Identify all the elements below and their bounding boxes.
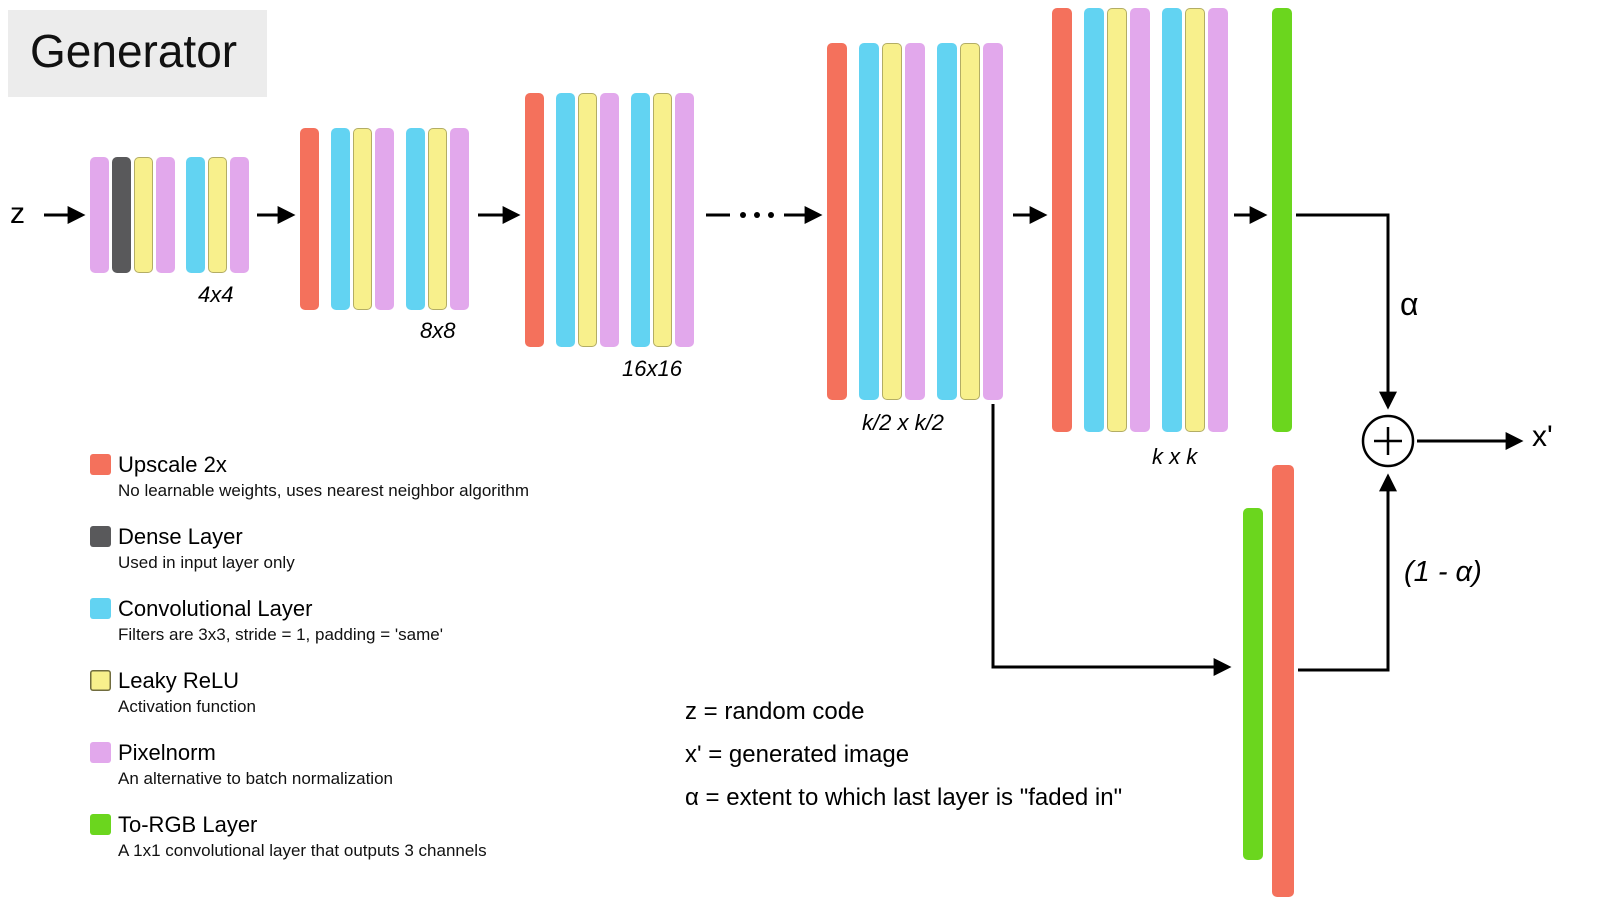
legend-title-dense: Dense Layer — [118, 524, 243, 549]
layer-bar-pixelnorm — [1208, 8, 1228, 432]
legend-title-upscale: Upscale 2x — [118, 452, 227, 477]
ellipsis-dot — [768, 212, 774, 218]
layer-bar-conv — [406, 128, 425, 310]
layer-bar-upscale — [1052, 8, 1072, 432]
layer-bar-pixelnorm — [983, 43, 1003, 400]
legend-desc-relu: Activation function — [118, 697, 256, 716]
layer-bar-pixelnorm — [1130, 8, 1150, 432]
one-minus-alpha-label: (1 - α) — [1404, 556, 1482, 588]
alpha-label: α — [1400, 286, 1419, 322]
legend-title-torgb: To-RGB Layer — [118, 812, 258, 837]
layer-bar-relu — [578, 93, 597, 347]
layer-bar-pixelnorm — [600, 93, 619, 347]
torgb-bar-main — [1272, 8, 1292, 432]
note-line-1: x' = generated image — [685, 741, 910, 768]
layer-bar-relu — [208, 157, 227, 273]
block-size-label-4x4: 4x4 — [198, 282, 234, 307]
legend-title-pixelnorm: Pixelnorm — [118, 740, 216, 765]
block-size-label-k-x-k: k x k — [1152, 444, 1198, 469]
layer-bar-pixelnorm — [905, 43, 925, 400]
upscale-bar-skip — [1272, 465, 1294, 897]
layer-bar-relu — [882, 43, 902, 400]
legend-title-conv: Convolutional Layer — [118, 596, 313, 621]
block-size-label-8x8: 8x8 — [420, 318, 456, 343]
layer-bar-upscale — [300, 128, 319, 310]
layer-bar-pixelnorm — [156, 157, 175, 273]
input-label-z: z — [10, 197, 25, 230]
legend-desc-dense: Used in input layer only — [118, 553, 295, 572]
torgb-bar-skip — [1243, 508, 1263, 860]
path-skip-to-sum — [1298, 473, 1397, 672]
legend-desc-upscale: No learnable weights, uses nearest neigh… — [118, 481, 530, 500]
title-box: Generator — [8, 10, 268, 97]
sum-node-circle — [1361, 414, 1415, 468]
legend-desc-conv: Filters are 3x3, stride = 1, padding = '… — [118, 625, 443, 644]
ellipsis-dot — [740, 212, 746, 218]
legend-swatch-relu — [90, 670, 111, 691]
legend-desc-pixelnorm: An alternative to batch normalization — [118, 769, 393, 788]
legend-swatch-torgb — [90, 814, 111, 835]
layer-bar-relu — [1107, 8, 1127, 432]
legend-desc-torgb: A 1x1 convolutional layer that outputs 3… — [118, 841, 487, 860]
layer-bar-conv — [1084, 8, 1104, 432]
legend-swatch-pixelnorm — [90, 742, 111, 763]
layer-bar-dense — [112, 157, 131, 273]
layer-bar-pixelnorm — [230, 157, 249, 273]
layer-bar-conv — [631, 93, 650, 347]
layer-bar-relu — [653, 93, 672, 347]
layer-bar-pixelnorm — [450, 128, 469, 310]
note-line-2: α = extent to which last layer is "faded… — [685, 784, 1123, 811]
layer-bar-upscale — [827, 43, 847, 400]
layer-bar-relu — [960, 43, 980, 400]
layer-bar-pixelnorm — [675, 93, 694, 347]
path-torgb-to-sum-alpha — [1296, 213, 1397, 410]
layer-bar-conv — [186, 157, 205, 273]
layer-bar-relu — [353, 128, 372, 310]
ellipsis-dot — [754, 212, 760, 218]
legend-swatch-conv — [90, 598, 111, 619]
layer-bar-conv — [859, 43, 879, 400]
layer-bar-relu — [428, 128, 447, 310]
output-label-x-prime: x' — [1532, 420, 1553, 453]
block-size-label-k-2-x-k-2: k/2 x k/2 — [862, 410, 944, 435]
layer-bar-conv — [1162, 8, 1182, 432]
layer-bar-upscale — [525, 93, 544, 347]
layer-bar-conv — [937, 43, 957, 400]
legend-swatch-upscale — [90, 454, 111, 475]
diagram-title: Generator — [30, 25, 238, 77]
legend-swatch-dense — [90, 526, 111, 547]
layer-bar-conv — [331, 128, 350, 310]
layer-bar-relu — [1185, 8, 1205, 432]
note-line-0: z = random code — [685, 698, 865, 725]
plus-icon — [1374, 427, 1402, 455]
layer-bar-pixelnorm — [90, 157, 109, 273]
legend-title-relu: Leaky ReLU — [118, 668, 240, 693]
layer-bar-pixelnorm — [375, 128, 394, 310]
layer-bar-relu — [134, 157, 153, 273]
block-size-label-16x16: 16x16 — [622, 356, 682, 381]
layer-bar-conv — [556, 93, 575, 347]
